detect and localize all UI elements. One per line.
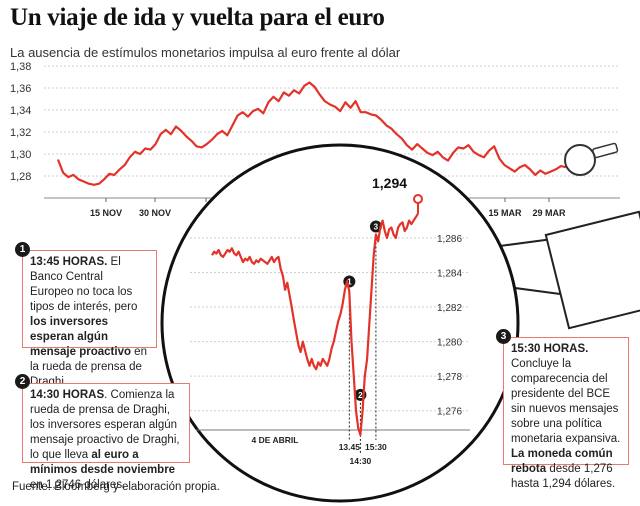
- zoom-y-tick-label: 1,280: [437, 338, 462, 349]
- time-marker-number: 1: [347, 277, 352, 286]
- callout-text: desde 1,276 hasta 1,294 dólares.: [511, 463, 616, 490]
- page-title: Un viaje de ida y vuelta para el euro: [10, 4, 385, 31]
- main-y-tick-label: 1,34: [10, 105, 31, 117]
- zoom-y-tick-label: 1,276: [437, 407, 462, 418]
- page-subtitle: La ausencia de estímulos monetarios impu…: [10, 45, 401, 60]
- zoom-end-point: [413, 194, 423, 204]
- time-marker-number: 2: [358, 391, 363, 400]
- callout-text: El Banco Central Europeo no toca los tip…: [30, 256, 138, 313]
- callout-2-badge: 2: [15, 374, 30, 389]
- callout-text: en 1,2746 dólares.: [30, 479, 126, 491]
- zoom-x-tick-label: 4 DE ABRIL: [252, 435, 299, 445]
- callout-text: 14:30 HORAS: [30, 389, 105, 401]
- zoom-series-line: [211, 213, 419, 436]
- callout-2: 14:30 HORAS. Comienza la rueda de prensa…: [22, 383, 190, 491]
- main-x-tick-label: 15 NOV: [90, 208, 122, 218]
- callout-1: 13:45 HORAS. El Banco Central Europeo no…: [22, 250, 157, 388]
- callout-text: 15:30 HORAS.: [511, 343, 589, 355]
- callout-text: . Comienza la rueda de prensa de Draghi,…: [30, 389, 180, 461]
- time-marker-label: 15:30: [365, 442, 387, 452]
- small-magnifier-icon: [564, 142, 619, 176]
- main-y-tick-label: 1,36: [10, 83, 31, 95]
- callout-3-badge: 3: [496, 329, 511, 344]
- main-y-tick-label: 1,32: [10, 127, 31, 139]
- time-marker-label: 13.45: [339, 442, 361, 452]
- callout-text: Concluye la comparecencia del presidente…: [511, 358, 621, 445]
- main-x-tick-label: 29 MAR: [532, 208, 566, 218]
- time-marker-label: 14:30: [350, 456, 372, 466]
- callout-text: los inversores esperan algún mensaje pro…: [30, 316, 131, 358]
- main-x-tick-label: 30 NOV: [139, 208, 171, 218]
- time-marker-number: 3: [374, 222, 379, 231]
- callout-text: La moneda común rebota: [511, 448, 613, 475]
- callout-text: al euro a mínimos desde noviembre: [30, 449, 176, 476]
- main-series-line: [56, 81, 567, 186]
- main-x-tick-label: 15 MAR: [488, 208, 522, 218]
- source-note: Fuente: Bloomberg y elaboración propia.: [12, 481, 220, 493]
- zoom-y-tick-label: 1,284: [437, 268, 462, 279]
- main-y-tick-label: 1,38: [10, 61, 31, 73]
- zoom-y-tick-label: 1,282: [437, 303, 462, 314]
- callout-text: 13:45 HORAS.: [30, 256, 108, 268]
- callout-3: 15:30 HORAS. Concluye la comparecencia d…: [503, 337, 629, 490]
- callout-1-badge: 1: [15, 242, 30, 257]
- zoom-y-tick-label: 1,286: [437, 234, 462, 245]
- main-y-tick-label: 1,30: [10, 149, 31, 161]
- zoom-peak-label: 1,294: [372, 175, 407, 191]
- main-y-tick-label: 1,28: [10, 171, 31, 183]
- magnifier-lens: [160, 143, 520, 503]
- zoom-y-tick-label: 1,278: [437, 372, 462, 383]
